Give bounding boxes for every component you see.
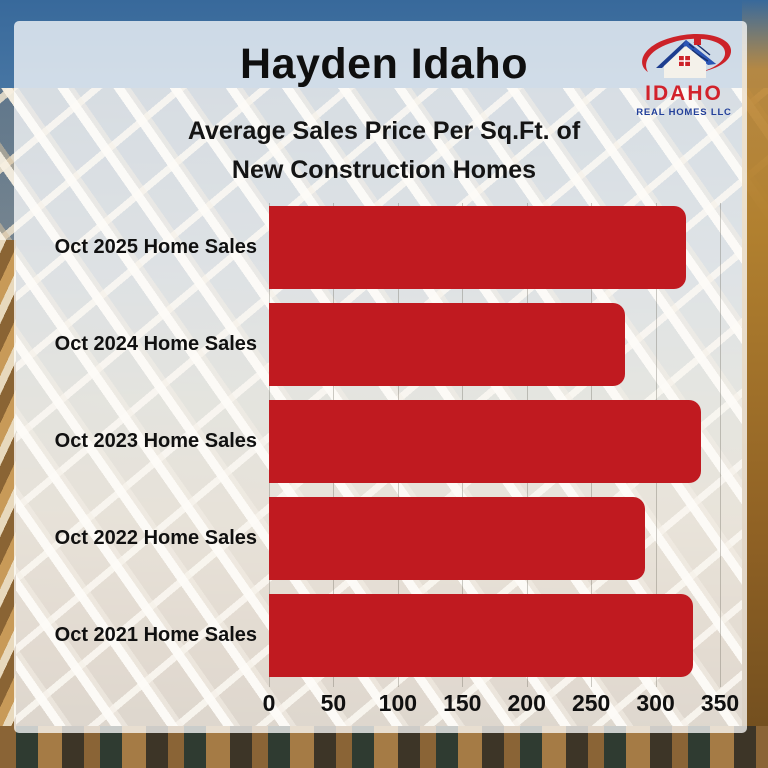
- bar-chart-plot-area: [269, 203, 721, 687]
- category-label-oct-2021-home-sales: Oct 2021 Home Sales: [54, 624, 257, 646]
- x-tick-label-0: 0: [262, 690, 276, 716]
- wood-beam-left-edge: [0, 240, 16, 768]
- x-tick-label-50: 50: [320, 690, 347, 716]
- value-axis-labels: 0 50 100 150 200 250 300 350: [263, 690, 740, 720]
- page-title: Hayden Idaho: [240, 40, 528, 88]
- company-logo: IDAHO REAL HOMES LLC: [622, 28, 746, 118]
- x-tick-label-100: 100: [378, 690, 418, 716]
- bar-oct-2024-home-sales: [269, 303, 625, 386]
- bar-oct-2022-home-sales: [269, 497, 646, 580]
- chart-subtitle-line1: Average Sales Price Per Sq.Ft. of: [187, 117, 581, 145]
- bar-oct-2021-home-sales: [269, 594, 693, 677]
- category-label-oct-2024-home-sales: Oct 2024 Home Sales: [54, 333, 257, 355]
- x-tick-label-350: 350: [700, 690, 740, 716]
- wood-framing-bottom-edge: [0, 726, 768, 768]
- chart-subtitle-line2: New Construction Homes: [231, 156, 537, 184]
- category-label-oct-2025-home-sales: Oct 2025 Home Sales: [54, 236, 257, 258]
- category-label-oct-2023-home-sales: Oct 2023 Home Sales: [54, 430, 257, 452]
- bar-oct-2023-home-sales: [269, 400, 701, 483]
- x-tick-label-200: 200: [507, 690, 546, 716]
- house-icon: [642, 33, 732, 78]
- logo-name: IDAHO: [645, 82, 723, 105]
- gridline-x-350: [720, 203, 721, 687]
- x-tick-label-300: 300: [636, 690, 675, 716]
- x-tick-label-150: 150: [443, 690, 482, 716]
- x-tick-label-250: 250: [571, 690, 611, 716]
- bar-oct-2025-home-sales: [269, 206, 687, 289]
- category-label-oct-2022-home-sales: Oct 2022 Home Sales: [54, 527, 257, 549]
- logo-tagline: REAL HOMES LLC: [636, 107, 732, 118]
- chart-subtitle: Average Sales Price Per Sq.Ft. of New Co…: [0, 112, 768, 190]
